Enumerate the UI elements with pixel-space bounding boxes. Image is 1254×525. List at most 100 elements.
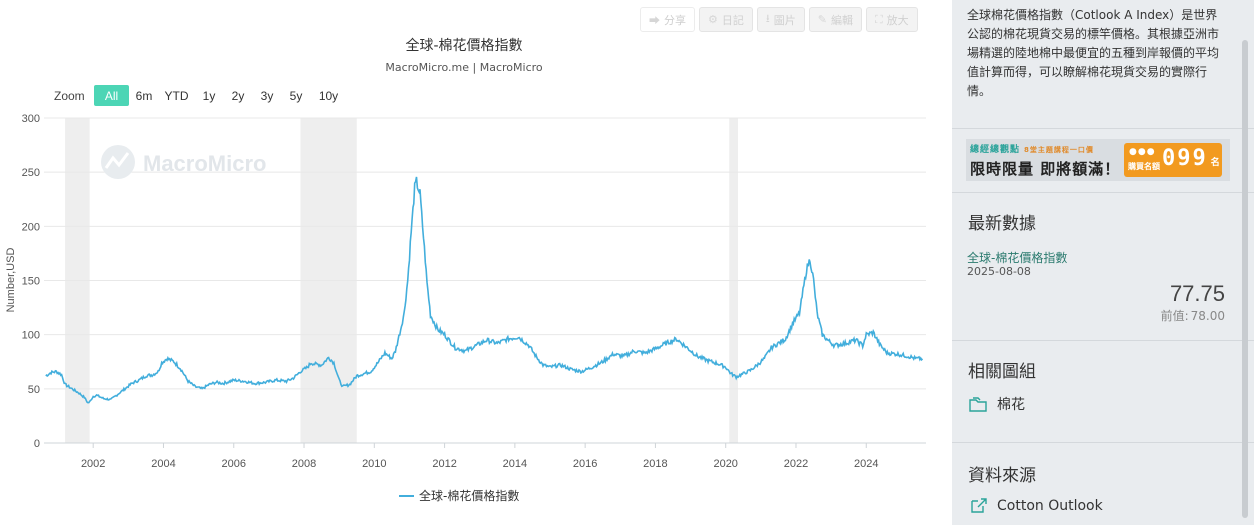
latest-series-link[interactable]: 全球-棉花價格指數 bbox=[967, 251, 1068, 265]
zoom-active-bg bbox=[94, 85, 129, 106]
latest-data-title: 最新數據 bbox=[968, 214, 1036, 234]
zoom-button-2y[interactable]: 2y bbox=[232, 89, 245, 103]
banner-counter: ●●● 購買名額 099 名 bbox=[1124, 143, 1222, 177]
y-axis-label: Number,USD bbox=[5, 248, 17, 313]
banner-top-small: 8堂主題講程一口價 bbox=[1024, 146, 1094, 154]
y-tick-label: 200 bbox=[22, 221, 40, 233]
pencil-icon: ✎ bbox=[817, 13, 827, 26]
zoom-button-3y[interactable]: 3y bbox=[261, 89, 274, 103]
zoom-button-label: 2y bbox=[232, 89, 245, 103]
x-tick-label: 2024 bbox=[854, 458, 878, 470]
x-tick-label: 2020 bbox=[713, 458, 737, 470]
image-label: 圖片 bbox=[773, 13, 796, 27]
x-tick-label: 2016 bbox=[573, 458, 597, 470]
y-tick-label: 100 bbox=[22, 330, 40, 342]
zoom-label: Zoom bbox=[54, 89, 85, 103]
previous-value: 前值: 78.00 bbox=[1161, 307, 1225, 324]
data-source-title: 資料來源 bbox=[968, 466, 1036, 486]
banner-dots-icon: ●●● bbox=[1129, 147, 1156, 157]
banner-digits: 099 名 bbox=[1162, 146, 1220, 171]
zoom-button-ytd[interactable]: YTD bbox=[165, 89, 189, 103]
zoom-button-label: 10y bbox=[319, 89, 338, 103]
banner-digit-value: 099 bbox=[1162, 146, 1208, 171]
zoom-button-label: 3y bbox=[261, 89, 274, 103]
source-link-label: Cotton Outlook bbox=[997, 498, 1103, 514]
external-link-icon bbox=[971, 498, 987, 513]
image-download-button[interactable]: ⭳ 圖片 bbox=[756, 7, 805, 32]
share-label: 分享 bbox=[664, 13, 686, 27]
sidebar-scrollbar[interactable] bbox=[1242, 40, 1248, 518]
zoom-button-label: All bbox=[105, 89, 118, 103]
banner-count-label: 購買名額 bbox=[1128, 162, 1160, 171]
y-tick-label: 300 bbox=[22, 113, 40, 125]
chart-subtitle: MacroMicro.me | MacroMicro bbox=[385, 61, 543, 74]
x-tick-label: 2018 bbox=[643, 458, 667, 470]
zoom-button-1y[interactable]: 1y bbox=[203, 89, 216, 103]
chart-toolbar: ⮕ 分享 ⚙ 日記 ⭳ 圖片 ✎ 編輯 ⛶ 放大 bbox=[640, 7, 918, 32]
chart-description: 全球棉花價格指數（Cotlook A Index）是世界公認的棉花現貨交易的標竿… bbox=[967, 8, 1220, 98]
watermark-text: MacroMicro bbox=[143, 151, 266, 176]
y-tick-labels: 0 50 100 150 200 250 300 bbox=[22, 113, 40, 450]
diary-button[interactable]: ⚙ 日記 bbox=[699, 7, 753, 32]
diary-label: 日記 bbox=[721, 13, 744, 27]
expand-label: 放大 bbox=[886, 13, 909, 27]
divider bbox=[952, 192, 1254, 193]
previous-value-number: 78.00 bbox=[1190, 309, 1225, 323]
banner-suffix: 名 bbox=[1210, 158, 1220, 168]
chart-panel: 0 50 100 150 200 250 300 2002 2004 2006 2008 2010 2… bbox=[5, 7, 926, 503]
legend-label[interactable]: 全球-棉花價格指數 bbox=[419, 488, 519, 503]
related-charts-title: 相關圖組 bbox=[968, 362, 1036, 382]
promo-banner[interactable]: 總經總觀點 8堂主題講程一口價 限時限量 即將額滿！ ●●● 購買名額 099 名 bbox=[966, 139, 1230, 181]
zoom-button-label: 5y bbox=[290, 89, 303, 103]
zoom-button-label: 1y bbox=[203, 89, 216, 103]
y-tick-label: 150 bbox=[22, 276, 40, 288]
divider bbox=[952, 340, 1254, 341]
divider bbox=[952, 128, 1254, 129]
x-tick-label: 2014 bbox=[503, 458, 527, 470]
latest-date: 2025-08-08 bbox=[967, 265, 1031, 278]
zoom-buttons: All 6m YTD 1y 2y 3y 5y 10y bbox=[94, 85, 338, 106]
banner-top-label: 總經總觀點 bbox=[970, 145, 1021, 155]
zoom-button-label: 6m bbox=[136, 89, 153, 103]
x-tick-label: 2004 bbox=[151, 458, 175, 470]
source-link[interactable]: Cotton Outlook bbox=[969, 498, 1103, 514]
x-tick-label: 2006 bbox=[222, 458, 246, 470]
related-link-label: 棉花 bbox=[997, 397, 1025, 413]
series-line-cotton-index[interactable] bbox=[45, 176, 924, 404]
download-icon: ⭳ bbox=[765, 12, 770, 25]
x-tick-label: 2010 bbox=[362, 458, 386, 470]
divider bbox=[952, 442, 1254, 443]
edit-button[interactable]: ✎ 編輯 bbox=[808, 7, 862, 32]
related-link-cotton[interactable]: 棉花 bbox=[969, 394, 1025, 414]
x-tick-label: 2008 bbox=[292, 458, 316, 470]
share-icon: ⮕ bbox=[649, 13, 660, 27]
chart-title: 全球-棉花價格指數 bbox=[405, 37, 522, 54]
x-tick-label: 2012 bbox=[432, 458, 456, 470]
zoom-button-5y[interactable]: 5y bbox=[290, 89, 303, 103]
y-tick-label: 0 bbox=[34, 438, 40, 450]
x-tick-labels: 2002 2004 2006 2008 2010 2012 2014 2016 2018 2020… bbox=[81, 443, 879, 470]
legend[interactable]: 全球-棉花價格指數 bbox=[399, 488, 519, 503]
zoom-button-6m[interactable]: 6m bbox=[136, 89, 153, 103]
expand-icon: ⛶ bbox=[874, 12, 883, 26]
x-tick-label: 2002 bbox=[81, 458, 105, 470]
y-tick-label: 250 bbox=[22, 167, 40, 179]
expand-button[interactable]: ⛶ 放大 bbox=[865, 7, 918, 32]
zoom-button-all[interactable]: All bbox=[94, 85, 129, 106]
zoom-button-label: YTD bbox=[165, 89, 189, 103]
watermark-logo-icon bbox=[101, 145, 135, 179]
previous-value-label: 前值: bbox=[1160, 309, 1189, 323]
share-button[interactable]: ⮕ 分享 bbox=[640, 7, 695, 32]
folder-icon bbox=[969, 397, 987, 412]
latest-value: 77.75 bbox=[1169, 281, 1225, 306]
gear-icon: ⚙ bbox=[708, 13, 718, 26]
y-tick-label: 50 bbox=[28, 384, 40, 396]
zoom-button-10y[interactable]: 10y bbox=[319, 89, 338, 103]
grid-layer bbox=[44, 117, 926, 444]
x-tick-label: 2022 bbox=[784, 458, 808, 470]
banner-main-text: 限時限量 即將額滿！ bbox=[970, 160, 1121, 178]
edit-label: 編輯 bbox=[830, 13, 853, 27]
banner-top-text: 總經總觀點 8堂主題講程一口價 bbox=[970, 142, 1094, 155]
info-sidebar: 全球棉花價格指數（Cotlook A Index）是世界公認的棉花現貨交易的標竿… bbox=[952, 0, 1254, 525]
